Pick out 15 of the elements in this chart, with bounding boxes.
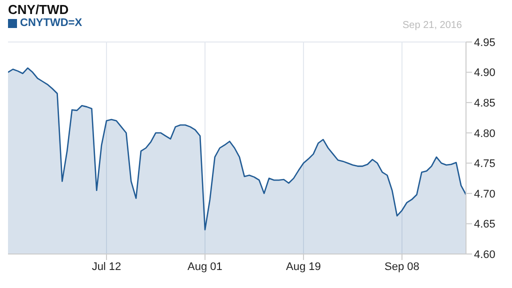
chart-subtitle: Sep 21, 2016: [402, 20, 462, 31]
x-tick-label: Aug 01: [188, 260, 222, 273]
y-tick-label: 4.70: [474, 188, 496, 200]
x-tick-label: Aug 19: [286, 260, 321, 273]
y-tick-label: 4.90: [474, 67, 496, 80]
y-tick-label: 4.75: [474, 158, 496, 170]
y-tick-label: 4.80: [474, 128, 496, 140]
y-tick-label: 4.65: [474, 218, 496, 231]
chart-title: CNY/TWD: [8, 2, 69, 17]
legend-label: CNYTWD=X: [20, 17, 82, 29]
y-tick-label: 4.85: [474, 97, 496, 110]
x-tick-label: Sep 08: [384, 260, 420, 273]
x-tick-label: Jul 12: [92, 260, 122, 273]
y-tick-label: 4.60: [474, 248, 496, 261]
y-tick-label: 4.95: [474, 36, 496, 49]
